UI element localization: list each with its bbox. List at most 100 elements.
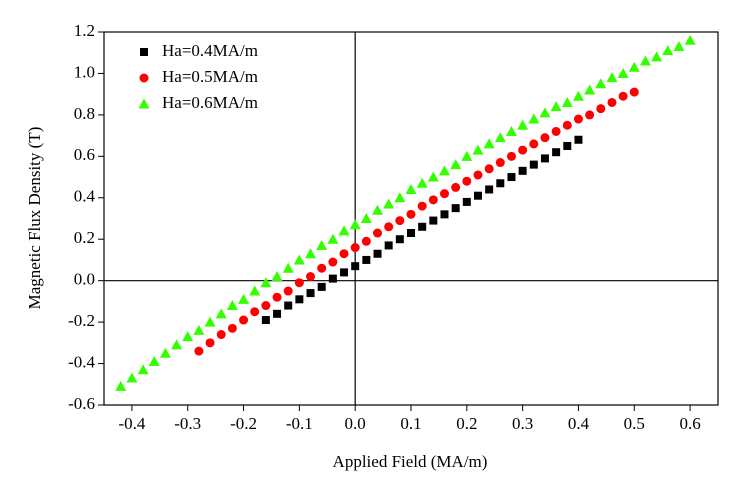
point: [551, 126, 561, 136]
point: [349, 219, 361, 230]
point: [340, 268, 349, 277]
point: [517, 119, 529, 130]
point: [405, 183, 417, 194]
point: [450, 159, 462, 170]
point: [473, 191, 482, 200]
y-tick-label: 1.0: [74, 62, 95, 81]
point: [327, 233, 339, 244]
point: [417, 201, 427, 211]
point: [126, 372, 138, 383]
point: [629, 87, 639, 97]
x-tick-label: -0.1: [286, 414, 313, 433]
point: [148, 355, 160, 366]
y-tick-label: 0.4: [74, 187, 96, 206]
point: [407, 229, 415, 238]
point: [651, 51, 663, 62]
point: [384, 222, 394, 232]
point: [573, 114, 583, 124]
point: [606, 72, 618, 83]
point: [561, 96, 573, 107]
point: [485, 185, 494, 194]
point: [451, 204, 460, 213]
y-tick-label: -0.6: [68, 394, 95, 413]
point: [384, 241, 393, 250]
point: [427, 171, 439, 182]
point: [662, 45, 674, 56]
point: [473, 170, 483, 180]
x-tick-label: -0.2: [230, 414, 257, 433]
point: [518, 145, 528, 155]
point: [584, 84, 596, 95]
point: [182, 331, 194, 342]
point: [272, 292, 282, 302]
legend-label: Ha=0.4MA/m: [162, 41, 258, 60]
point: [193, 324, 205, 335]
legend-marker: [139, 73, 149, 83]
point: [294, 278, 304, 288]
legend-marker: [138, 98, 150, 109]
point: [394, 192, 406, 203]
point: [440, 210, 449, 219]
point: [628, 61, 640, 72]
point: [462, 197, 471, 206]
x-tick-label: 0.3: [512, 414, 533, 433]
point: [395, 235, 404, 244]
point: [249, 285, 261, 296]
point: [373, 228, 383, 238]
point: [306, 289, 315, 298]
x-tick-label: 0.5: [624, 414, 645, 433]
point: [496, 179, 505, 188]
point: [418, 222, 427, 231]
point: [338, 225, 350, 236]
y-tick-label: 0.0: [74, 270, 95, 289]
point: [360, 213, 372, 223]
point: [351, 262, 360, 271]
point: [293, 254, 305, 265]
legend-label: Ha=0.5MA/m: [162, 67, 258, 86]
point: [494, 132, 506, 143]
point: [506, 151, 516, 161]
x-tick-label: 0.2: [456, 414, 477, 433]
point: [283, 286, 293, 296]
point: [528, 113, 540, 124]
point: [483, 138, 495, 149]
point: [617, 67, 629, 78]
point: [684, 34, 696, 45]
point: [383, 198, 395, 209]
point: [595, 78, 607, 89]
x-tick-label: -0.4: [118, 414, 145, 433]
point: [328, 257, 338, 267]
point: [317, 282, 326, 291]
point: [295, 295, 304, 304]
point: [574, 135, 583, 144]
point: [372, 204, 384, 215]
point: [373, 249, 382, 258]
point: [451, 182, 461, 192]
point: [505, 125, 517, 136]
point: [472, 144, 484, 155]
point: [639, 55, 651, 66]
point: [618, 91, 628, 101]
point: [204, 316, 216, 327]
point: [550, 101, 562, 112]
y-tick-label: 0.8: [74, 104, 95, 123]
legend-label: Ha=0.6MA/m: [162, 93, 258, 112]
y-tick-label: 1.2: [74, 21, 95, 40]
point: [261, 316, 270, 325]
x-tick-label: 0.1: [400, 414, 421, 433]
point: [429, 216, 438, 225]
point: [261, 301, 271, 311]
y-tick-label: -0.4: [68, 352, 95, 371]
point: [317, 263, 327, 273]
point: [194, 346, 204, 356]
point: [607, 97, 617, 107]
point: [495, 158, 505, 168]
point: [572, 90, 584, 101]
point: [428, 195, 438, 205]
point: [673, 41, 685, 52]
point: [339, 249, 349, 259]
point: [529, 160, 538, 169]
y-tick-label: 0.2: [74, 228, 95, 247]
x-tick-label: -0.3: [174, 414, 201, 433]
